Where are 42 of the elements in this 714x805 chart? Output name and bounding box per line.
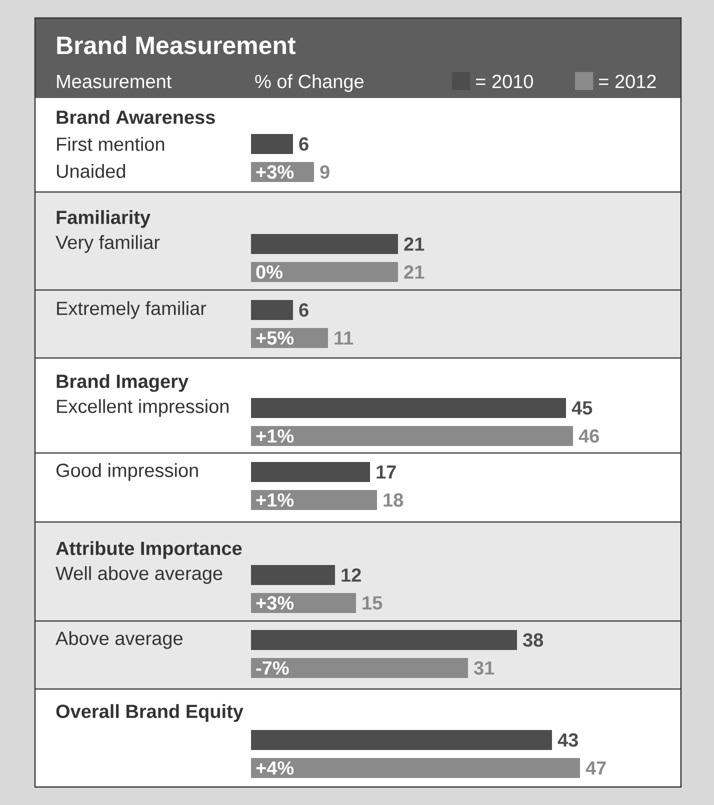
text: Familiarity [56, 210, 150, 228]
text: Unaided [56, 164, 126, 178]
text: Brand Awareness [56, 110, 215, 124]
data-label: 38 [522, 633, 544, 647]
text: Brand Imagery [56, 374, 188, 392]
y-axis-title: Measurement [57, 74, 172, 88]
text: Attribute Importance [56, 541, 242, 559]
data-label: 11 [334, 331, 354, 345]
data-label: 45 [572, 401, 592, 415]
data-label: 43 [558, 733, 578, 747]
data-label: 6 [299, 303, 308, 317]
y-tick-label: Well above average [56, 566, 222, 584]
chart-title: Brand Measurement [57, 36, 296, 54]
annotation: +1% [256, 493, 294, 507]
y-tick-label: Extremely familiar [57, 301, 206, 319]
legend-label: = 2010 [476, 74, 533, 88]
annotation: +3% [256, 165, 294, 179]
y-tick-label: Above average [56, 631, 182, 649]
annotation: 0% [256, 265, 282, 279]
data-label: 31 [474, 661, 494, 675]
data-label: 18 [384, 493, 404, 507]
legend-label: = 2012 [599, 74, 656, 88]
data-label: 21 [404, 237, 424, 251]
annotation: +4% [256, 761, 294, 775]
data-label: 17 [376, 465, 396, 479]
x-axis-title: % of Change [255, 74, 364, 92]
annotation: +3% [256, 596, 294, 610]
y-tick-label: Good impression [56, 463, 198, 481]
data-label: 47 [586, 761, 606, 775]
data-label: 15 [362, 596, 382, 610]
data-label: 12 [342, 568, 361, 582]
y-tick-label: Very familiar [56, 235, 160, 253]
data-label: 21 [404, 265, 424, 279]
data-label: 46 [578, 429, 599, 443]
data-label: 6 [299, 137, 308, 151]
data-label: 9 [320, 165, 330, 179]
y-tick-label: Excellent impression [57, 399, 228, 417]
annotation: -7% [256, 661, 289, 675]
text: Overall Brand Equity [56, 704, 244, 722]
y-tick-label: First mention [57, 137, 164, 151]
annotation: +1% [256, 429, 294, 443]
annotation: +5% [256, 331, 294, 345]
